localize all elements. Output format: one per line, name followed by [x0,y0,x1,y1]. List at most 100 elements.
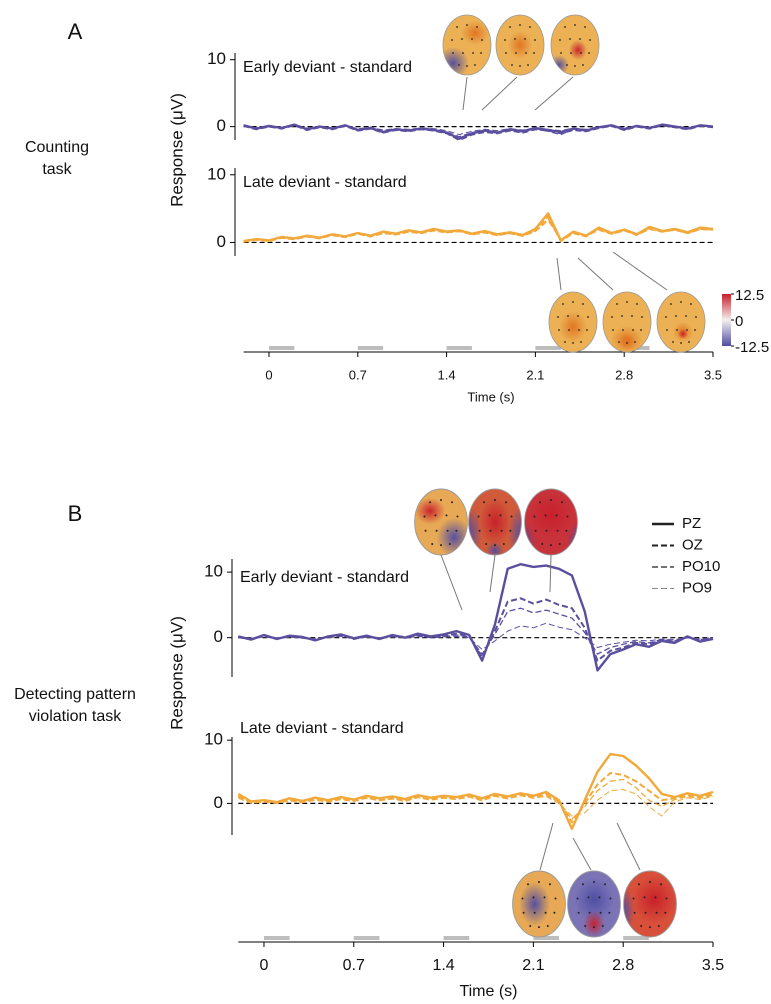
connector [612,251,668,291]
electrode [593,926,595,929]
series-line [243,124,714,141]
electrode [631,315,633,317]
electrode [580,52,582,54]
electrode [494,544,496,547]
head-outline [567,870,621,938]
task-label: violation task [29,708,122,725]
electrode [502,543,505,545]
electrode [452,52,454,54]
stimulus-bar [443,936,470,940]
electrode [688,341,690,343]
colorbar-label: -12.5 [735,339,769,356]
electrode [423,515,426,518]
legend-label: OZ [682,536,703,553]
electrode [586,329,588,331]
head-blob [632,875,677,924]
electrode [529,26,531,28]
electrode [533,52,535,54]
series-line [243,212,714,243]
y-tick-label: 10 [204,730,223,749]
electrode [686,329,688,331]
head-outline [442,14,492,76]
electrode [466,24,468,26]
electrode [577,911,580,914]
electrode [569,38,571,40]
electrode [664,911,667,914]
head-blob [623,886,635,935]
electrode [622,329,624,331]
electrode [604,883,606,886]
electrode [543,896,546,899]
electrode [424,529,427,532]
electrode [455,529,458,532]
electrode [549,883,551,886]
electrode [559,39,561,41]
electrode [616,303,618,305]
stimulus-bar [446,346,472,350]
electrode [636,303,638,305]
head-blob [529,493,573,538]
electrode [576,897,579,900]
electrode [553,911,556,914]
electrode [505,52,507,54]
subplot-title: Late deviant - standard [240,720,404,737]
electrode [680,342,682,344]
x-tick-label: 1.4 [432,957,454,974]
series-line [238,622,714,650]
electrode [676,329,678,331]
topomap [548,291,598,353]
stimulus-bar [533,936,560,940]
electrode [640,329,642,331]
series-line [238,597,714,662]
electrode [598,896,601,899]
head-blob [551,55,569,75]
head-blobs [508,31,532,59]
electrode [480,52,482,54]
electrode [458,64,460,66]
electrode [584,26,586,28]
panel-label: A [68,19,83,44]
electrode [544,911,547,914]
head-blob [678,329,688,339]
head-blobs [574,877,614,937]
electrode [638,883,640,886]
electrode [527,64,529,66]
connector [489,554,496,593]
y-axis-label: Response (μV) [167,93,186,207]
head-blob [414,497,446,525]
electrode [451,501,453,504]
electrode [515,52,517,54]
electrode [566,64,568,66]
electrode [538,926,540,929]
topomap [656,291,706,353]
head-base [657,292,705,352]
colorbar [722,294,731,346]
series-line [243,123,714,140]
head-blobs [611,326,643,352]
head-outline [550,14,600,76]
electrode [466,65,468,67]
electrode [509,26,511,28]
electrode [434,514,437,517]
head-blob [569,40,587,60]
y-tick-label: 10 [207,49,226,68]
electrode [519,65,521,67]
electrode [601,925,604,927]
electrode [429,501,431,504]
electrode [567,315,569,317]
task-label: Detecting pattern [14,686,136,703]
subplot-title: Early deviant - standard [243,59,412,76]
x-tick-label: 0 [265,367,272,382]
electrode [514,38,516,40]
electrode [626,301,628,303]
electrode [685,315,687,317]
electrode [529,925,532,927]
electrode [572,342,574,344]
electrode [461,38,463,40]
stimulus-bar [268,346,295,350]
connector [556,257,562,291]
electrode [521,897,524,900]
electrode [584,925,587,927]
x-tick-label: 1.4 [438,367,456,382]
electrode [485,543,488,545]
